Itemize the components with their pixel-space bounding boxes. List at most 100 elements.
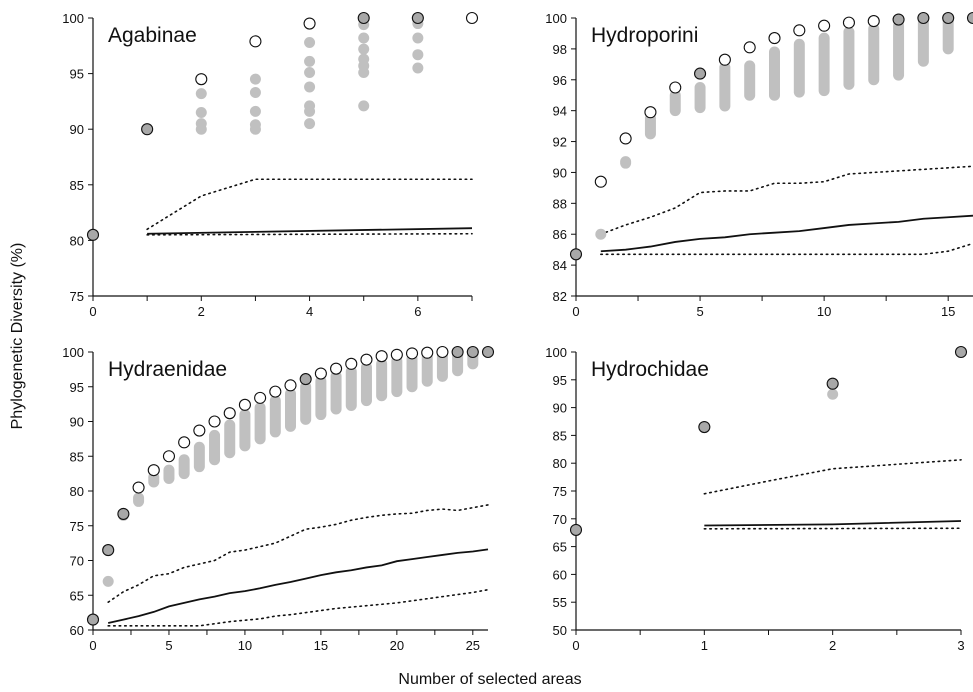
optimal-point <box>102 544 115 557</box>
y-tick-label: 82 <box>553 289 567 304</box>
y-tick-label: 90 <box>70 415 84 430</box>
x-tick-label: 0 <box>572 304 579 319</box>
alternative-point <box>249 123 261 135</box>
optimal-point <box>892 13 905 26</box>
optimal-point <box>405 347 419 360</box>
x-tick-label: 5 <box>165 638 172 653</box>
y-tick-label: 60 <box>553 567 567 582</box>
y-tick-label: 100 <box>545 11 567 26</box>
alternative-point <box>304 81 316 93</box>
y-tick-label: 96 <box>553 73 567 88</box>
alternative-point <box>358 66 370 78</box>
optimal-point <box>390 348 403 361</box>
y-tick-label: 80 <box>553 456 567 471</box>
optimal-point <box>360 353 373 366</box>
y-tick-label: 95 <box>70 67 84 82</box>
optimal-point <box>303 17 316 30</box>
y-tick-label: 60 <box>70 623 84 638</box>
chart-panel-2: 82 84 86 88 90 92 94 96 98 100 0 5 10 15 Hydroporini <box>545 11 973 319</box>
y-tick-label: 85 <box>70 449 84 464</box>
x-tick-label: 0 <box>572 638 579 653</box>
y-tick-label: 75 <box>70 519 84 534</box>
y-tick-label: 75 <box>70 289 84 304</box>
alternative-point <box>195 88 207 100</box>
x-tick-label: 2 <box>829 638 836 653</box>
chart-panel-3: 60 65 70 75 80 85 90 95 100 0 5 10 15 20 25 Hydraenidae <box>62 345 495 653</box>
optimal-point <box>147 464 160 477</box>
optimal-point <box>299 373 312 386</box>
optimal-point <box>966 11 973 25</box>
y-tick-label: 100 <box>545 345 567 360</box>
alternative-point <box>304 55 316 67</box>
reference-point <box>86 613 100 626</box>
y-tick-label: 90 <box>553 401 567 416</box>
optimal-point <box>314 367 327 380</box>
optimal-point <box>644 106 657 119</box>
panel-title: Hydroporini <box>591 24 698 47</box>
optimal-point <box>208 415 221 428</box>
reference-point <box>569 523 583 536</box>
x-tick-label: 15 <box>941 304 955 319</box>
optimal-point <box>193 424 206 437</box>
alternative-point <box>249 73 261 85</box>
optimal-point <box>768 32 781 45</box>
y-tick-label: 86 <box>553 227 567 242</box>
optimal-point <box>178 436 191 449</box>
x-tick-label: 0 <box>89 304 96 319</box>
optimal-point <box>269 385 282 398</box>
y-tick-label: 90 <box>553 165 567 180</box>
optimal-point <box>436 345 449 359</box>
optimal-point <box>411 11 424 25</box>
y-tick-label: 95 <box>553 373 567 388</box>
alternative-point <box>358 32 370 44</box>
random-upper-line <box>600 165 973 236</box>
random-mean-line <box>107 548 489 624</box>
alternative-point <box>358 43 370 55</box>
optimal-point <box>357 11 370 25</box>
alternative-point <box>195 107 207 119</box>
optimal-point <box>466 345 479 359</box>
random-mean-line <box>147 227 473 235</box>
alternative-point <box>249 87 261 99</box>
reference-point <box>86 228 100 241</box>
y-tick-label: 50 <box>553 623 567 638</box>
x-tick-label: 4 <box>306 304 313 319</box>
optimal-point <box>942 11 955 25</box>
optimal-point <box>284 379 297 392</box>
y-tick-label: 65 <box>70 588 84 603</box>
optimal-point <box>254 391 267 404</box>
optimal-point <box>132 481 145 494</box>
optimal-point <box>481 345 495 359</box>
y-tick-label: 55 <box>553 595 567 610</box>
y-tick-label: 94 <box>553 104 567 119</box>
random-upper-line <box>107 504 489 604</box>
random-upper-line <box>703 459 962 495</box>
optimal-point <box>421 346 434 359</box>
random-mean-line <box>704 520 962 527</box>
optimal-point <box>223 407 236 420</box>
alternative-point <box>304 118 316 130</box>
optimal-point <box>818 19 831 32</box>
random-lower-line <box>703 527 962 530</box>
x-axis-title: Number of selected areas <box>398 671 581 688</box>
y-tick-label: 80 <box>70 484 84 499</box>
optimal-point <box>743 41 756 54</box>
reference-point <box>569 248 583 261</box>
optimal-point <box>162 450 176 463</box>
optimal-point <box>375 350 388 363</box>
optimal-point <box>330 362 343 375</box>
random-mean-line <box>600 214 973 253</box>
y-tick-label: 88 <box>553 196 567 211</box>
random-lower-line <box>107 588 489 627</box>
alternative-point <box>412 62 424 74</box>
optimal-point <box>345 357 358 370</box>
alternative-point <box>412 32 424 44</box>
y-tick-label: 100 <box>62 11 84 26</box>
panel-title: Agabinae <box>108 24 197 47</box>
optimal-point <box>451 345 464 359</box>
x-tick-label: 6 <box>414 304 421 319</box>
x-tick-label: 2 <box>198 304 205 319</box>
panel-title: Hydraenidae <box>108 358 227 381</box>
alternative-point <box>195 123 207 135</box>
